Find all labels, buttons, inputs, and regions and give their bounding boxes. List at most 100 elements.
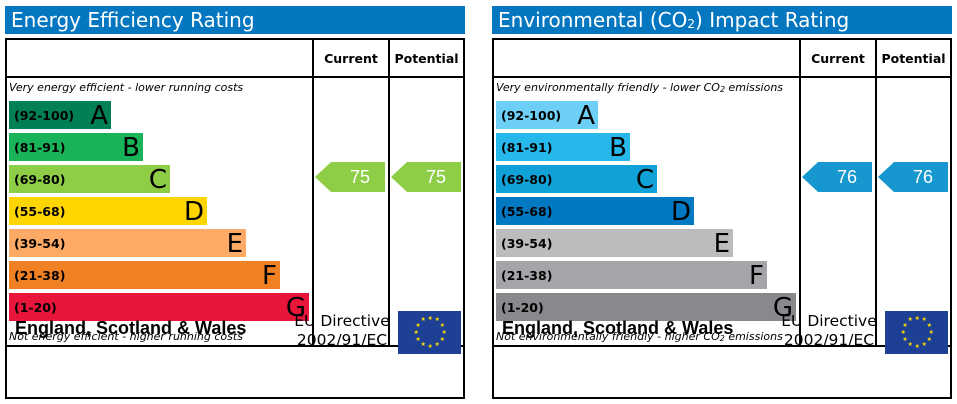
band-range: (21-38): [501, 268, 553, 283]
band-letter: E: [226, 229, 243, 259]
panel-title: Energy Efficiency Rating: [5, 6, 465, 34]
star-icon: ★: [900, 328, 906, 336]
column-divider: [799, 40, 801, 345]
star-icon: ★: [907, 340, 913, 348]
star-icon: ★: [439, 321, 445, 329]
star-icon: ★: [434, 316, 440, 324]
band-letter: A: [577, 101, 595, 131]
star-icon: ★: [434, 340, 440, 348]
band-d: (55-68) D: [9, 197, 207, 227]
band-range: (39-54): [501, 236, 553, 251]
band-a: (92-100) A: [496, 101, 598, 131]
band-letter: D: [670, 197, 691, 227]
band-range: (1-20): [14, 300, 57, 315]
star-icon: ★: [420, 316, 426, 324]
eu-flag-icon: ★ ★ ★ ★ ★ ★ ★ ★ ★ ★ ★ ★: [885, 311, 948, 354]
band-letter: E: [713, 229, 730, 259]
band-e: (39-54) E: [9, 229, 246, 259]
header-divider: [494, 76, 950, 78]
band-letter: B: [122, 133, 140, 163]
band-e: (39-54) E: [496, 229, 733, 259]
band-letter: C: [635, 165, 654, 195]
star-icon: ★: [427, 314, 433, 322]
band-f: (21-38) F: [9, 261, 280, 291]
star-icon: ★: [427, 342, 433, 350]
star-icon: ★: [921, 316, 927, 324]
star-icon: ★: [926, 335, 932, 343]
star-icon: ★: [413, 328, 419, 336]
environmental-rating-panel: Environmental (CO2) Impact Rating Curren…: [492, 0, 954, 404]
band-range: (81-91): [14, 140, 66, 155]
star-icon: ★: [420, 340, 426, 348]
star-icon: ★: [902, 335, 908, 343]
star-icon: ★: [928, 328, 934, 336]
band-g: (1-20) G: [9, 293, 309, 323]
band-range: (1-20): [501, 300, 544, 315]
band-letter: B: [609, 133, 627, 163]
eu-flag-icon: ★ ★ ★ ★ ★ ★ ★ ★ ★ ★ ★ ★: [398, 311, 461, 354]
bottom-note: Not environmentally friendly - higher CO…: [496, 330, 783, 343]
potential-rating-arrow: 76: [878, 162, 948, 192]
band-letter: F: [749, 261, 764, 291]
footer-divider: [494, 345, 950, 347]
potential-rating-value: 76: [912, 167, 934, 187]
column-divider: [875, 40, 877, 345]
band-c: (69-80) C: [9, 165, 170, 195]
star-icon: ★: [921, 340, 927, 348]
band-range: (55-68): [14, 204, 66, 219]
header-divider: [7, 76, 463, 78]
potential-rating-value: 75: [425, 167, 447, 187]
footer-region-text: England, Scotland & Wales: [15, 318, 247, 338]
band-b: (81-91) B: [496, 133, 630, 163]
column-header-current: Current: [324, 51, 378, 66]
band-letter: A: [90, 101, 108, 131]
column-header-potential: Potential: [881, 51, 946, 66]
band-range: (55-68): [501, 204, 553, 219]
band-c: (69-80) C: [496, 165, 657, 195]
band-g: (1-20) G: [496, 293, 796, 323]
star-icon: ★: [441, 328, 447, 336]
footer-divider: [7, 345, 463, 347]
potential-rating-arrow: 75: [391, 162, 461, 192]
band-letter: G: [285, 293, 306, 323]
star-icon: ★: [415, 335, 421, 343]
band-range: (92-100): [14, 108, 75, 123]
band-letter: D: [183, 197, 204, 227]
column-header-potential: Potential: [394, 51, 459, 66]
band-f: (21-38) F: [496, 261, 767, 291]
current-rating-arrow: 76: [802, 162, 872, 192]
star-icon: ★: [439, 335, 445, 343]
star-icon: ★: [914, 314, 920, 322]
star-icon: ★: [902, 321, 908, 329]
current-rating-value: 76: [836, 167, 858, 187]
band-b: (81-91) B: [9, 133, 143, 163]
column-header-current: Current: [811, 51, 865, 66]
energy-rating-panel: Energy Efficiency Rating Current Potenti…: [5, 0, 467, 404]
band-range: (69-80): [501, 172, 553, 187]
top-note: Very environmentally friendly - lower CO…: [496, 81, 784, 94]
band-d: (55-68) D: [496, 197, 694, 227]
current-rating-arrow: 75: [315, 162, 385, 192]
footer-directive-text: EU Directive 2002/91/EC: [781, 312, 877, 349]
band-range: (81-91): [501, 140, 553, 155]
band-range: (39-54): [14, 236, 66, 251]
band-range: (92-100): [501, 108, 562, 123]
bottom-note: Not energy efficient - higher running co…: [9, 330, 243, 343]
band-letter: C: [148, 165, 167, 195]
rating-table: Current Potential Very environmentally f…: [492, 38, 952, 399]
panel-title: Environmental (CO2) Impact Rating: [492, 6, 952, 34]
top-note: Very energy efficient - lower running co…: [9, 81, 244, 94]
band-letter: F: [262, 261, 277, 291]
footer-directive-text: EU Directive 2002/91/EC: [294, 312, 390, 349]
column-divider: [388, 40, 390, 345]
star-icon: ★: [907, 316, 913, 324]
band-range: (21-38): [14, 268, 66, 283]
star-icon: ★: [415, 321, 421, 329]
star-icon: ★: [914, 342, 920, 350]
column-divider: [312, 40, 314, 345]
current-rating-value: 75: [349, 167, 371, 187]
star-icon: ★: [926, 321, 932, 329]
band-a: (92-100) A: [9, 101, 111, 131]
footer-region-text: England, Scotland & Wales: [502, 318, 734, 338]
band-letter: G: [772, 293, 793, 323]
